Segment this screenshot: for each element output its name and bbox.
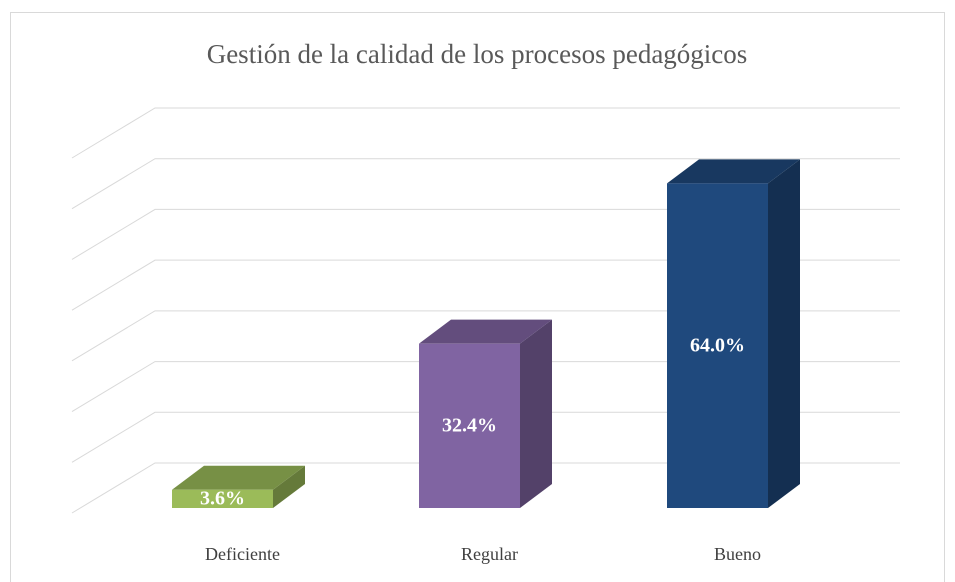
- bar-top: [172, 465, 305, 490]
- data-label: 64.0%: [690, 334, 745, 356]
- bar-top: [419, 319, 552, 344]
- grid-line: [71, 310, 900, 362]
- bar-top: [667, 159, 800, 184]
- grid-line: [71, 158, 900, 210]
- data-label: 3.6%: [200, 487, 245, 509]
- bar-side: [273, 465, 305, 508]
- grid-line: [71, 259, 900, 311]
- bar-side: [520, 319, 552, 508]
- grid-line: [71, 462, 900, 514]
- bar-side: [768, 159, 800, 508]
- bar: [172, 489, 273, 508]
- data-label: 32.4%: [442, 414, 497, 436]
- x-tick-label: Regular: [461, 544, 518, 564]
- grid-line: [71, 411, 900, 463]
- bar: [667, 183, 768, 508]
- grid-line: [71, 208, 900, 260]
- grid-line: [71, 361, 900, 412]
- grid-line: [71, 107, 900, 159]
- x-tick-label: Bueno: [714, 544, 761, 564]
- bar: [419, 343, 520, 508]
- chart-title: Gestión de la calidad de los procesos pe…: [207, 39, 748, 69]
- x-tick-label: Deficiente: [205, 544, 280, 564]
